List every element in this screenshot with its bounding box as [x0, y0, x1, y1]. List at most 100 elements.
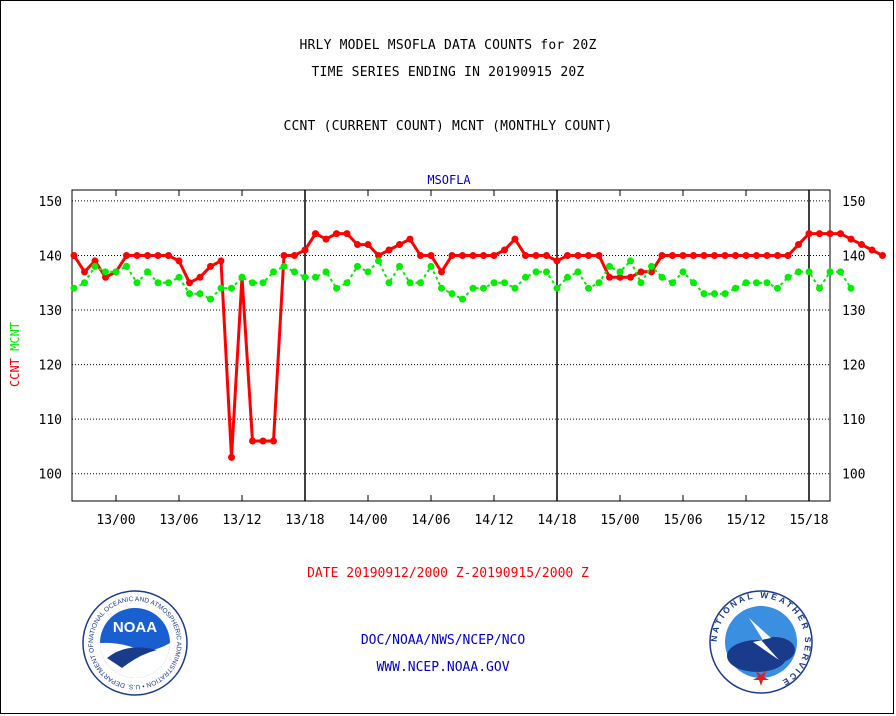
data-point-mcnt	[501, 279, 508, 287]
data-point-ccnt	[784, 251, 792, 259]
data-point-ccnt	[406, 235, 414, 243]
data-point-ccnt	[648, 268, 655, 276]
y-tick-label-left: 150	[39, 195, 62, 210]
data-point-mcnt	[396, 262, 403, 270]
data-point-mcnt	[123, 262, 130, 270]
data-point-mcnt	[112, 268, 120, 276]
data-point-mcnt	[658, 273, 666, 281]
data-point-mcnt	[627, 257, 634, 265]
data-point-ccnt	[196, 273, 204, 281]
data-point-mcnt	[175, 273, 183, 281]
data-point-ccnt	[490, 251, 498, 259]
data-point-mcnt	[763, 279, 771, 287]
data-point-mcnt	[238, 273, 246, 281]
data-point-ccnt	[564, 251, 571, 259]
chart-subtitle: CCNT (CURRENT COUNT) MCNT (MONTHLY COUNT…	[283, 119, 613, 134]
y-tick-label-left: 100	[39, 468, 62, 483]
data-point-ccnt	[732, 251, 739, 259]
data-point-ccnt	[133, 251, 141, 259]
data-point-ccnt	[102, 273, 109, 281]
data-point-mcnt	[774, 284, 781, 292]
data-point-mcnt	[333, 284, 340, 292]
data-point-mcnt	[553, 284, 561, 292]
data-point-ccnt	[144, 251, 151, 259]
data-point-ccnt	[711, 251, 718, 259]
x-tick-label: 13/12	[222, 513, 261, 528]
data-point-mcnt	[669, 279, 676, 287]
data-point-mcnt	[375, 257, 382, 265]
website-url[interactable]: WWW.NCEP.NOAA.GOV	[376, 660, 510, 675]
data-point-ccnt	[280, 251, 288, 259]
data-point-ccnt	[228, 453, 235, 461]
data-point-mcnt	[637, 279, 645, 287]
data-point-mcnt	[312, 273, 319, 281]
series-line-ccnt	[72, 231, 884, 458]
date-range-label: DATE 20190912/2000 Z-20190915/2000 Z	[307, 566, 589, 581]
data-point-ccnt	[322, 235, 330, 243]
data-point-ccnt	[354, 241, 361, 249]
y-tick-label-left: 140	[39, 249, 62, 264]
x-tick-label: 14/18	[537, 513, 576, 528]
data-point-mcnt	[165, 279, 172, 287]
data-point-mcnt	[826, 268, 834, 276]
y-axis-label-mcnt: MCNT	[8, 322, 22, 358]
data-point-ccnt	[291, 251, 298, 259]
data-point-ccnt	[816, 230, 823, 238]
data-point-ccnt	[438, 268, 445, 276]
data-point-ccnt	[532, 251, 540, 259]
plot-area	[71, 189, 831, 502]
x-tick-label: 15/00	[600, 513, 639, 528]
data-point-ccnt	[207, 262, 214, 270]
data-point-mcnt	[711, 290, 718, 298]
data-point-mcnt	[322, 268, 330, 276]
y-tick-label-left: 130	[39, 304, 62, 319]
data-point-mcnt	[343, 279, 351, 287]
data-point-mcnt	[595, 279, 603, 287]
data-point-ccnt	[658, 251, 666, 259]
data-point-mcnt	[700, 290, 708, 298]
data-point-ccnt	[469, 251, 477, 259]
data-point-mcnt	[585, 284, 592, 292]
data-point-ccnt	[522, 251, 529, 259]
data-point-ccnt	[574, 251, 582, 259]
data-point-mcnt	[574, 268, 582, 276]
data-point-ccnt	[417, 251, 424, 259]
data-point-mcnt	[816, 284, 823, 292]
data-point-mcnt	[522, 273, 529, 281]
data-point-ccnt	[616, 273, 624, 281]
data-point-mcnt	[795, 268, 802, 276]
data-point-ccnt	[91, 257, 99, 265]
data-point-mcnt	[259, 279, 267, 287]
data-point-ccnt	[154, 251, 162, 259]
data-point-ccnt	[396, 241, 403, 249]
data-point-mcnt	[564, 273, 571, 281]
data-point-ccnt	[448, 251, 456, 259]
data-point-ccnt	[249, 437, 256, 445]
data-point-ccnt	[627, 273, 634, 281]
y-axis-label-ccnt: CCNT	[8, 358, 22, 387]
data-point-ccnt	[217, 257, 225, 265]
data-point-mcnt	[480, 284, 487, 292]
data-point-mcnt	[133, 279, 141, 287]
data-point-mcnt	[280, 262, 288, 270]
data-point-ccnt	[679, 251, 687, 259]
y-tick-label-right: 150	[842, 195, 865, 210]
y-tick-label-right: 100	[842, 468, 865, 483]
data-point-mcnt	[91, 262, 99, 270]
data-point-mcnt	[742, 279, 750, 287]
data-point-mcnt	[102, 268, 109, 276]
data-point-mcnt	[753, 279, 760, 287]
data-point-ccnt	[81, 268, 88, 276]
data-point-mcnt	[385, 279, 393, 287]
y-tick-label-left: 110	[39, 413, 62, 428]
data-point-ccnt	[700, 251, 708, 259]
data-point-ccnt	[343, 230, 351, 238]
noaa-logo-text: NOAA	[113, 619, 157, 636]
nws-logo: NATIONAL WEATHER SERVICE	[709, 590, 813, 694]
data-point-mcnt	[154, 279, 162, 287]
data-point-mcnt	[532, 268, 540, 276]
data-point-mcnt	[511, 284, 519, 292]
data-point-ccnt	[480, 251, 487, 259]
data-point-mcnt	[837, 268, 844, 276]
